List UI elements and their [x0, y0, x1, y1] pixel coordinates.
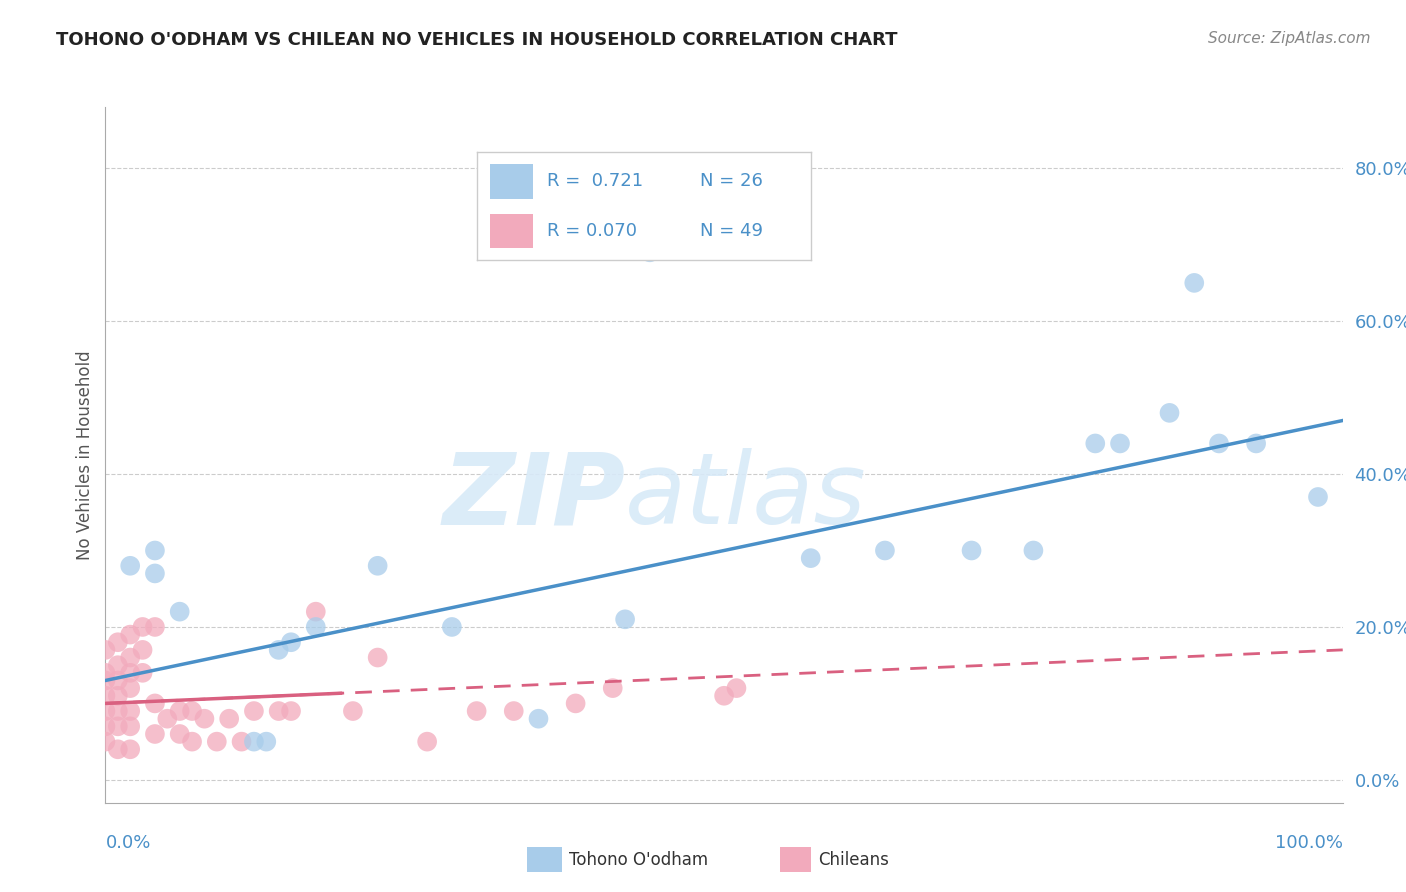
Point: [107, 719, 129, 733]
Point: [1182, 276, 1205, 290]
Point: [94, 643, 117, 657]
Point: [156, 712, 179, 726]
Point: [120, 650, 142, 665]
Point: [800, 551, 823, 566]
Point: [94, 719, 117, 733]
Point: [131, 643, 153, 657]
Point: [169, 704, 191, 718]
Point: [120, 704, 142, 718]
Point: [120, 742, 142, 756]
Point: [280, 635, 302, 649]
Text: TOHONO O'ODHAM VS CHILEAN NO VEHICLES IN HOUSEHOLD CORRELATION CHART: TOHONO O'ODHAM VS CHILEAN NO VEHICLES IN…: [56, 31, 898, 49]
Point: [243, 734, 266, 748]
Text: N = 49: N = 49: [700, 222, 763, 240]
Y-axis label: No Vehicles in Household: No Vehicles in Household: [76, 350, 94, 560]
Point: [120, 719, 142, 733]
Point: [602, 681, 624, 695]
Point: [107, 689, 129, 703]
Text: ZIP: ZIP: [441, 448, 626, 545]
Point: [527, 712, 550, 726]
Point: [465, 704, 488, 718]
Point: [638, 245, 661, 260]
Text: R = 0.070: R = 0.070: [547, 222, 637, 240]
Point: [502, 704, 524, 718]
Point: [416, 734, 439, 748]
Text: N = 26: N = 26: [700, 172, 763, 190]
Text: atlas: atlas: [626, 448, 866, 545]
Point: [267, 704, 290, 718]
Point: [1159, 406, 1181, 420]
Point: [120, 558, 142, 573]
Point: [713, 689, 735, 703]
Point: [1022, 543, 1045, 558]
Point: [120, 665, 142, 680]
Point: [181, 734, 204, 748]
Point: [367, 650, 389, 665]
Point: [614, 612, 637, 626]
Point: [107, 742, 129, 756]
Point: [280, 704, 302, 718]
Point: [120, 627, 142, 641]
Point: [231, 734, 253, 748]
Point: [107, 635, 129, 649]
Text: 0.0%: 0.0%: [105, 834, 150, 852]
Point: [94, 673, 117, 688]
Point: [218, 712, 240, 726]
Point: [94, 734, 117, 748]
Point: [725, 681, 748, 695]
Text: R =  0.721: R = 0.721: [547, 172, 643, 190]
Point: [169, 605, 191, 619]
Point: [143, 727, 166, 741]
Text: Source: ZipAtlas.com: Source: ZipAtlas.com: [1208, 31, 1371, 46]
Point: [1306, 490, 1329, 504]
Point: [181, 704, 204, 718]
Point: [193, 712, 215, 726]
Point: [94, 665, 117, 680]
Point: [254, 734, 277, 748]
Point: [131, 620, 153, 634]
Bar: [491, 214, 533, 248]
Point: [243, 704, 266, 718]
Point: [120, 681, 142, 695]
Point: [143, 566, 166, 581]
Point: [267, 643, 290, 657]
Text: Chileans: Chileans: [818, 851, 889, 869]
Point: [131, 665, 153, 680]
Point: [94, 689, 117, 703]
Point: [1084, 436, 1107, 450]
Point: [107, 704, 129, 718]
Point: [342, 704, 364, 718]
Point: [143, 543, 166, 558]
Point: [738, 222, 761, 236]
Point: [169, 727, 191, 741]
Point: [305, 620, 328, 634]
Point: [107, 673, 129, 688]
Point: [107, 658, 129, 673]
Text: Tohono O'odham: Tohono O'odham: [569, 851, 709, 869]
Point: [1244, 436, 1267, 450]
Point: [143, 620, 166, 634]
Point: [440, 620, 463, 634]
Point: [564, 697, 586, 711]
Point: [143, 697, 166, 711]
Point: [873, 543, 896, 558]
Point: [94, 704, 117, 718]
Point: [367, 558, 389, 573]
Point: [960, 543, 983, 558]
Point: [1109, 436, 1132, 450]
Bar: [491, 164, 533, 199]
Point: [205, 734, 228, 748]
Point: [1208, 436, 1230, 450]
Text: 100.0%: 100.0%: [1275, 834, 1343, 852]
Point: [305, 605, 328, 619]
